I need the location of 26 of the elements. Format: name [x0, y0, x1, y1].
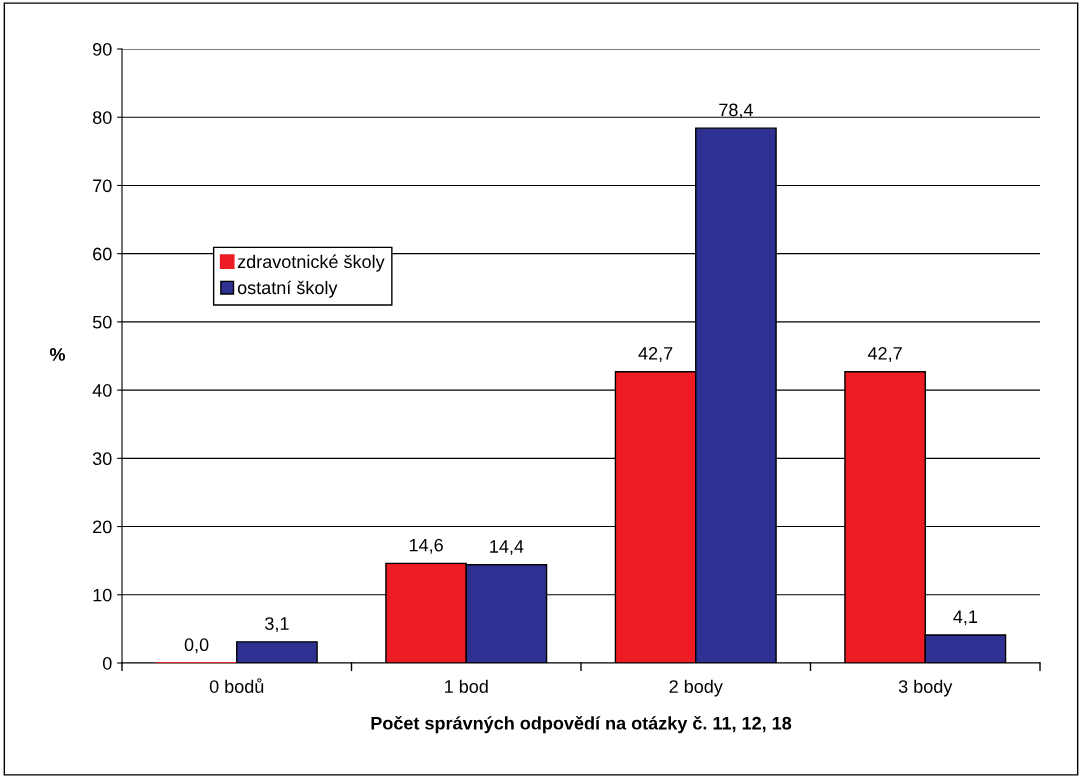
- x-tick-label: 1 bod: [445, 679, 488, 693]
- y-tick-label: 40: [92, 384, 112, 397]
- y-axis-title: %: [49, 348, 66, 361]
- y-tick-label: 0: [102, 656, 112, 670]
- legend-label: zdravotnické školy: [237, 254, 385, 272]
- y-tick-label: 60: [93, 247, 112, 261]
- y-tick-label: 70: [93, 179, 112, 193]
- y-tick-label: 50: [92, 315, 112, 329]
- data-label: 14,6: [409, 538, 443, 554]
- data-label: 0,0: [184, 638, 209, 654]
- data-label: 14,4: [490, 540, 524, 555]
- data-label: 78,4: [719, 103, 753, 119]
- data-label: 42,7: [638, 347, 673, 362]
- data-label: 42,7: [867, 347, 902, 362]
- y-tick-label: 80: [92, 111, 112, 124]
- x-tick-label: 3 body: [898, 679, 953, 697]
- x-tick-label: 0 bodů: [209, 678, 264, 693]
- x-tick-label: 2 body: [669, 679, 723, 697]
- data-label: 4,1: [953, 610, 978, 626]
- x-axis-title: Počet správných odpovědí na otázky č. 11, 12, 18: [371, 715, 792, 734]
- data-label: 3,1: [265, 617, 289, 633]
- y-tick-label: 30: [92, 452, 112, 466]
- y-tick-label: 90: [93, 42, 112, 56]
- legend-label: ostatní školy: [237, 280, 338, 298]
- y-tick-label: 10: [93, 588, 112, 602]
- y-tick-label: 20: [93, 520, 112, 534]
